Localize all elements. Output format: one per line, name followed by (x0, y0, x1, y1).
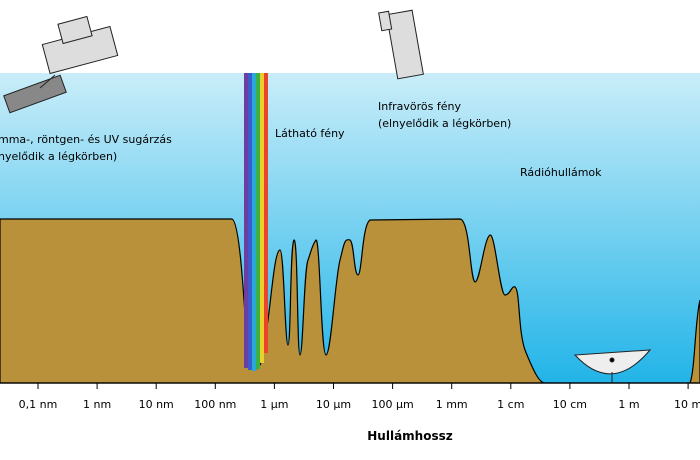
label: Rádióhullámok (520, 166, 602, 179)
satellite (3, 15, 119, 114)
tick-label: 10 cm (553, 398, 587, 411)
tick-label: 100 nm (194, 398, 236, 411)
label: (elnyelődik a légkörben) (378, 117, 511, 130)
ticks: 0,1 nm 1 nm 10 nm 100 nm 1 µm 10 µm 100 µm 1 mm… (19, 383, 700, 411)
tick-label: 1 cm (497, 398, 524, 411)
radio-dish (573, 349, 652, 383)
label: Infravörös fény (378, 100, 461, 113)
tick-label: 1 m (618, 398, 639, 411)
tick-label: 10 µm (316, 398, 351, 411)
tick-label: 100 µm (371, 398, 413, 411)
tick-label: 10 nm (139, 398, 174, 411)
tick-label: 1 µm (260, 398, 288, 411)
tick-label: 0,1 nm (19, 398, 58, 411)
opacity-curve (0, 218, 700, 384)
label: mma-, röntgen- és UV sugárzás (0, 133, 172, 146)
tick-label: 10 m (674, 398, 700, 411)
visible-spectrum (244, 73, 268, 371)
telescope (378, 9, 424, 80)
tick-label: 1 mm (436, 398, 468, 411)
axis-title: Hullámhossz (367, 429, 452, 443)
label: nyelődik a légkörben) (0, 150, 117, 163)
tick-label: 1 nm (83, 398, 111, 411)
label: Látható fény (275, 127, 345, 140)
